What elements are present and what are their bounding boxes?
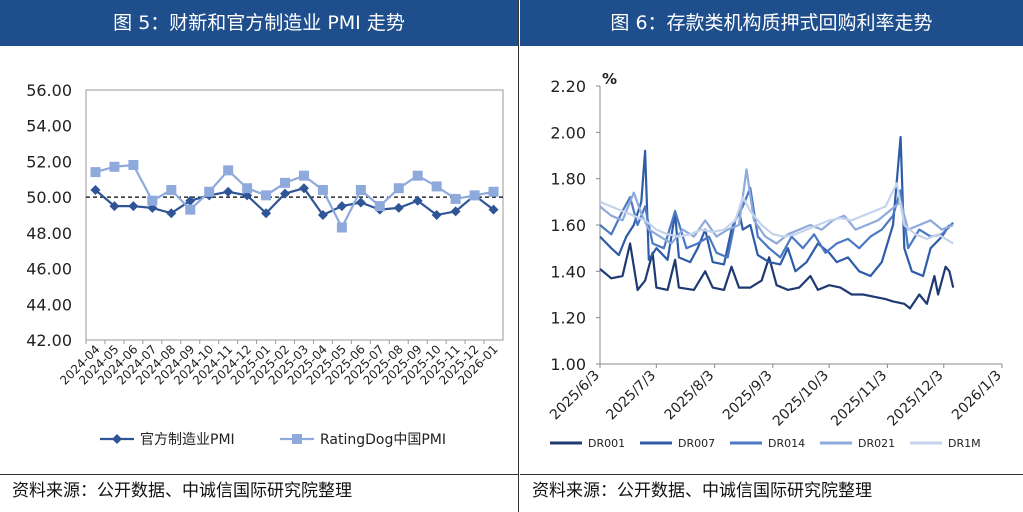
pmi-official-point [431, 210, 442, 220]
pmi-official-point [450, 206, 461, 217]
pmi-y-tick-label: 50.00 [26, 188, 72, 207]
repo-rate-chart: 1.001.201.401.601.802.002.20 %2025/6/3 202… [547, 70, 1005, 450]
repo-x-tick-label: 2025/7/3 [603, 368, 659, 424]
pmi-ratingdog-point [90, 167, 101, 178]
pmi-y-tick-label: 44.00 [26, 295, 72, 314]
pmi-ratingdog-point [204, 186, 215, 197]
pmi-y-tick-label: 52.00 [26, 152, 72, 171]
repo-legend-label-dr014: DR014 [768, 437, 805, 450]
repo-x-tick-label: 2025/8/3 [662, 368, 718, 424]
pmi-official-point [336, 201, 347, 212]
repo-y-tick-label: 1.00 [550, 355, 586, 374]
repo-x-tick-label: 2026/1/3 [949, 368, 1005, 424]
pmi-ratingdog-point [242, 183, 253, 194]
pmi-ratingdog-point [374, 201, 385, 212]
repo-y-tick-label: 2.00 [550, 123, 586, 142]
pmi-ratingdog-point [128, 160, 139, 170]
pmi-y-tick-label: 48.00 [26, 224, 72, 243]
pmi-official-point [109, 201, 120, 212]
pmi-ratingdog-point [298, 170, 309, 181]
repo-series-line-dr021 [599, 168, 954, 245]
repo-x-tick-label: 2025/9/3 [720, 368, 776, 424]
repo-series-line-dr1m [599, 182, 954, 245]
repo-series-line-dr014 [599, 186, 954, 259]
repo-x-tick-label: 2025/6/3 [547, 368, 603, 424]
pmi-series-line-1 [94, 186, 495, 217]
pmi-series-line-2 [95, 163, 494, 230]
repo-y-tick-label: 1.20 [550, 309, 586, 328]
pmi-official-point [393, 202, 404, 213]
pmi-official-point [185, 195, 196, 206]
pmi-official-point [355, 197, 366, 208]
repo-y-tick-label: 1.60 [550, 216, 586, 235]
pmi-ratingdog-point [185, 204, 196, 215]
pmi-ratingdog-point [166, 185, 177, 195]
pmi-ratingdog-point [317, 185, 328, 195]
pmi-official-point [128, 201, 139, 212]
pmi-y-tick-label: 42.00 [26, 331, 72, 350]
pmi-ratingdog-point [488, 186, 499, 197]
repo-rate-panel: 图 6：存款类机构质押式回购利率走势 1.00 1.20 1.40 1.60 1.80 2… [520, 0, 1023, 512]
pmi-legend-marker [292, 434, 302, 444]
pmi-official-point [261, 208, 272, 219]
repo-y-unit: % [602, 70, 617, 88]
pmi-ratingdog-point [393, 183, 404, 194]
repo-chart-title: 图 6：存款类机构质押式回购利率走势 [520, 0, 1023, 46]
pmi-ratingdog-point [280, 177, 291, 188]
repo-x-tick-label: 2025/12/3 [885, 368, 947, 430]
pmi-ratingdog-point [450, 193, 461, 204]
pmi-chart: 42.00 44.00 46.00 48.00 50.00 52.00 54.00 56.00… [26, 81, 504, 448]
pmi-official-point [298, 183, 309, 194]
pmi-y-tick-label: 54.00 [26, 117, 72, 136]
pmi-ratingdog-point [147, 195, 158, 206]
repo-y-tick-label: 1.80 [550, 170, 586, 189]
pmi-ratingdog-point [223, 165, 234, 176]
pmi-ratingdog-point [261, 190, 272, 201]
pmi-official-point [317, 210, 328, 220]
pmi-y-tick-label: 56.00 [26, 81, 72, 100]
pmi-ratingdog-point [431, 181, 442, 192]
pmi-source-note: 资料来源：公开数据、中诚信国际研究院整理 [0, 474, 518, 512]
repo-legend-label-dr001: DR001 [588, 437, 625, 450]
pmi-official-point [223, 186, 234, 197]
pmi-legend-marker [112, 434, 122, 444]
repo-series-line-dr007 [599, 135, 951, 278]
pmi-legend-label-1: 官方制造业PMI [140, 432, 235, 448]
pmi-official-point [280, 188, 291, 199]
pmi-ratingdog-point [469, 190, 480, 201]
pmi-panel: 图 5：财新和官方制造业 PMI 走势 42.00 44.00 46.00 48.00… [0, 0, 519, 512]
pmi-official-point [412, 195, 423, 206]
repo-legend-label-dr007: DR007 [678, 437, 715, 450]
repo-x-tick-label: 2025/11/3 [828, 368, 890, 430]
repo-source-note: 资料来源：公开数据、中诚信国际研究院整理 [520, 474, 1023, 512]
repo-legend-label-dr1m: DR1M [948, 437, 981, 450]
repo-x-tick-label: 2025/10/3 [770, 368, 832, 430]
pmi-official-point [488, 204, 499, 215]
pmi-ratingdog-point [109, 161, 120, 172]
pmi-legend-label-2: RatingDog中国PMI [320, 432, 446, 448]
pmi-official-point [90, 185, 101, 195]
repo-y-tick-label: 2.20 [550, 77, 586, 96]
pmi-official-point [166, 208, 177, 219]
pmi-y-tick-label: 46.00 [26, 260, 72, 279]
repo-legend-label-dr021: DR021 [858, 437, 895, 450]
repo-series-line-dr001 [599, 242, 955, 310]
pmi-ratingdog-point [412, 170, 423, 181]
repo-y-tick-label: 1.40 [550, 262, 586, 281]
pmi-ratingdog-point [336, 222, 347, 233]
pmi-ratingdog-point [355, 185, 366, 195]
pmi-chart-title: 图 5：财新和官方制造业 PMI 走势 [0, 0, 518, 46]
